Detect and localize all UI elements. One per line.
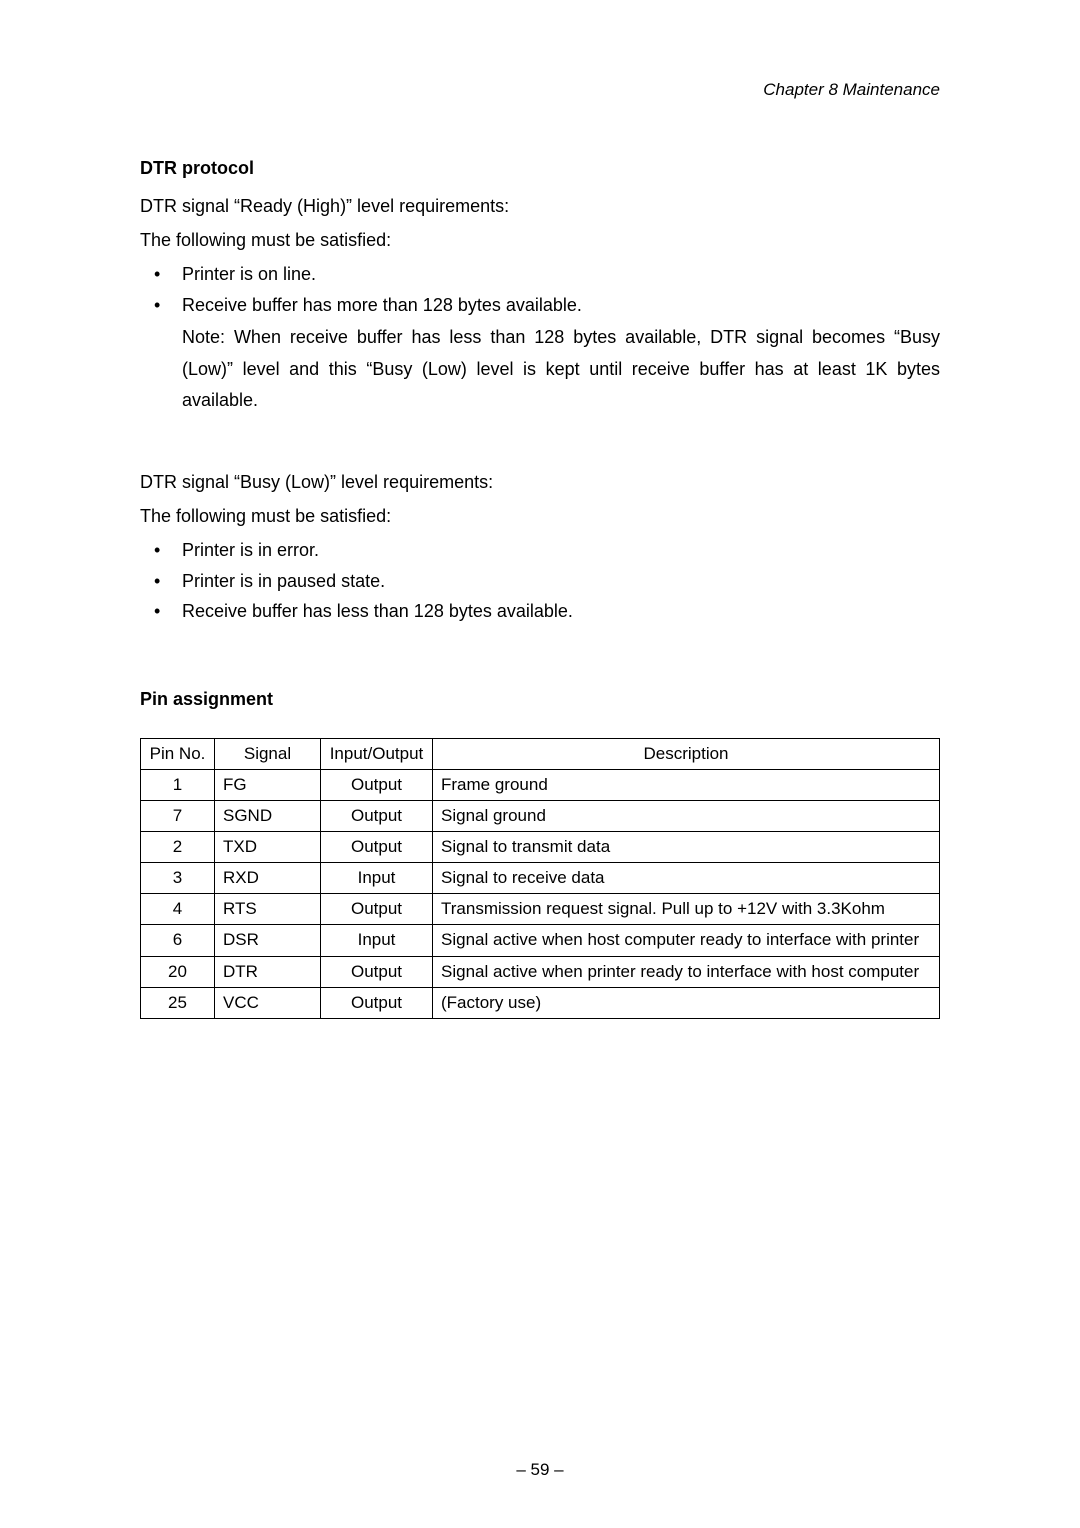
table-header-row: Pin No. Signal Input/Output Description [141, 738, 940, 769]
cell-desc: (Factory use) [433, 987, 940, 1018]
cell-desc: Signal active when printer ready to inte… [433, 956, 940, 987]
cell-desc: Signal ground [433, 801, 940, 832]
col-header-io: Input/Output [321, 738, 433, 769]
table-row: 3 RXD Input Signal to receive data [141, 863, 940, 894]
chapter-header: Chapter 8 Maintenance [140, 80, 940, 100]
col-header-desc: Description [433, 738, 940, 769]
col-header-pin: Pin No. [141, 738, 215, 769]
dtr-protocol-heading: DTR protocol [140, 158, 940, 179]
spacer [140, 417, 940, 443]
cell-pin: 3 [141, 863, 215, 894]
dtr-high-note: Note: When receive buffer has less than … [182, 322, 940, 417]
cell-io: Output [321, 894, 433, 925]
list-item-label: Receive buffer has more than 128 bytes a… [182, 295, 582, 315]
spacer [140, 443, 940, 469]
cell-io: Output [321, 832, 433, 863]
table-row: 7 SGND Output Signal ground [141, 801, 940, 832]
cell-signal: DSR [215, 925, 321, 956]
cell-signal: SGND [215, 801, 321, 832]
cell-io: Output [321, 987, 433, 1018]
cell-desc: Signal active when host computer ready t… [433, 925, 940, 956]
col-header-signal: Signal [215, 738, 321, 769]
page-number: – 59 – [0, 1460, 1080, 1480]
table-row: 20 DTR Output Signal active when printer… [141, 956, 940, 987]
cell-signal: FG [215, 769, 321, 800]
cell-io: Input [321, 925, 433, 956]
table-row: 1 FG Output Frame ground [141, 769, 940, 800]
dtr-low-intro-1: DTR signal “Busy (Low)” level requiremen… [140, 469, 940, 495]
pin-assignment-table: Pin No. Signal Input/Output Description … [140, 738, 940, 1019]
list-item: Printer is in error. [150, 535, 940, 566]
cell-signal: DTR [215, 956, 321, 987]
cell-desc: Transmission request signal. Pull up to … [433, 894, 940, 925]
dtr-high-intro-2: The following must be satisfied: [140, 227, 940, 253]
cell-desc: Signal to transmit data [433, 832, 940, 863]
cell-io: Output [321, 801, 433, 832]
pin-assignment-heading: Pin assignment [140, 689, 940, 710]
cell-pin: 1 [141, 769, 215, 800]
table-row: 25 VCC Output (Factory use) [141, 987, 940, 1018]
dtr-low-bullet-list: Printer is in error. Printer is in pause… [140, 535, 940, 627]
cell-io: Output [321, 769, 433, 800]
cell-io: Output [321, 956, 433, 987]
list-item: Receive buffer has more than 128 bytes a… [150, 290, 940, 417]
cell-signal: TXD [215, 832, 321, 863]
cell-signal: VCC [215, 987, 321, 1018]
cell-desc: Signal to receive data [433, 863, 940, 894]
table-row: 2 TXD Output Signal to transmit data [141, 832, 940, 863]
cell-pin: 4 [141, 894, 215, 925]
cell-signal: RXD [215, 863, 321, 894]
table-row: 4 RTS Output Transmission request signal… [141, 894, 940, 925]
table-row: 6 DSR Input Signal active when host comp… [141, 925, 940, 956]
cell-pin: 25 [141, 987, 215, 1018]
cell-desc: Frame ground [433, 769, 940, 800]
cell-pin: 7 [141, 801, 215, 832]
list-item: Printer is on line. [150, 259, 940, 290]
dtr-high-intro-1: DTR signal “Ready (High)” level requirem… [140, 193, 940, 219]
page: Chapter 8 Maintenance DTR protocol DTR s… [0, 0, 1080, 1528]
cell-pin: 2 [141, 832, 215, 863]
list-item: Printer is in paused state. [150, 566, 940, 597]
cell-pin: 6 [141, 925, 215, 956]
dtr-low-intro-2: The following must be satisfied: [140, 503, 940, 529]
list-item: Receive buffer has less than 128 bytes a… [150, 596, 940, 627]
cell-pin: 20 [141, 956, 215, 987]
cell-io: Input [321, 863, 433, 894]
dtr-high-bullet-list: Printer is on line. Receive buffer has m… [140, 259, 940, 417]
cell-signal: RTS [215, 894, 321, 925]
